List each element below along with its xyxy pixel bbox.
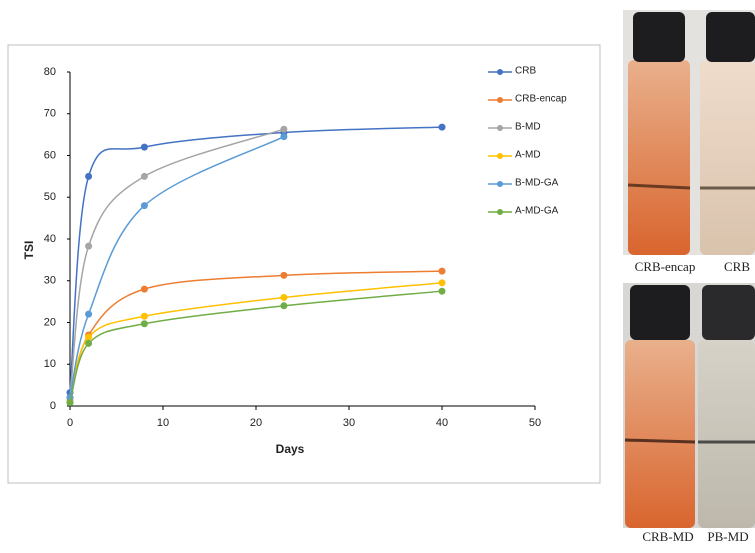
data-point — [280, 302, 287, 309]
y-tick-label: 70 — [44, 108, 56, 120]
legend-marker — [497, 69, 503, 75]
photo-label: CRB-MD — [642, 529, 693, 544]
data-point — [141, 202, 148, 209]
legend-label: B-MD-GA — [515, 178, 559, 189]
data-point — [141, 144, 148, 151]
legend-marker — [497, 153, 503, 159]
data-point — [85, 334, 92, 341]
photo-label: CRB-encap — [635, 259, 696, 274]
x-tick-label: 40 — [436, 417, 448, 429]
y-tick-label: 40 — [44, 233, 56, 245]
legend-label: CRB — [515, 66, 536, 77]
legend-label: A-MD — [515, 150, 541, 161]
y-tick-label: 0 — [50, 400, 56, 412]
chart: Days TSI CRB-encap CRB CRB-MD PB-MD 0 10 2… — [0, 0, 755, 548]
y-tick-label: 10 — [44, 358, 56, 370]
data-point — [280, 133, 287, 140]
photo-label: PB-MD — [707, 529, 748, 544]
x-tick-label: 20 — [250, 417, 262, 429]
data-point — [439, 288, 446, 295]
data-point — [67, 399, 74, 406]
data-point — [439, 124, 446, 131]
data-point — [439, 279, 446, 286]
legend-marker — [497, 209, 503, 215]
legend-label: A-MD-GA — [515, 206, 559, 217]
x-tick-label: 30 — [343, 417, 355, 429]
legend-label: B-MD — [515, 122, 541, 133]
data-point — [141, 173, 148, 180]
y-tick-label: 50 — [44, 191, 56, 203]
photo-bottom — [623, 283, 755, 528]
photo-top — [623, 10, 755, 255]
data-point — [141, 320, 148, 327]
data-point — [439, 268, 446, 275]
legend-marker — [497, 125, 503, 131]
data-point — [85, 173, 92, 180]
data-point — [280, 294, 287, 301]
x-tick-label: 50 — [529, 417, 541, 429]
data-point — [141, 313, 148, 320]
legend-marker — [497, 97, 503, 103]
data-point — [280, 272, 287, 279]
legend-marker — [497, 181, 503, 187]
photo-label: CRB — [724, 259, 750, 274]
legend-label: CRB-encap — [515, 94, 567, 105]
y-tick-label: 20 — [44, 316, 56, 328]
data-point — [85, 243, 92, 250]
data-point — [85, 340, 92, 347]
chart-frame — [8, 45, 600, 483]
x-axis-title: Days — [276, 442, 305, 456]
x-tick-label: 0 — [67, 417, 73, 429]
data-point — [85, 311, 92, 318]
y-tick-label: 80 — [44, 66, 56, 78]
y-tick-label: 60 — [44, 149, 56, 161]
data-point — [280, 126, 287, 133]
y-axis-title: TSI — [22, 241, 36, 260]
data-point — [141, 286, 148, 293]
page: Days TSI CRB-encap CRB CRB-MD PB-MD 0 10 2… — [0, 0, 755, 548]
y-tick-label: 30 — [44, 275, 56, 287]
x-tick-label: 10 — [157, 417, 169, 429]
